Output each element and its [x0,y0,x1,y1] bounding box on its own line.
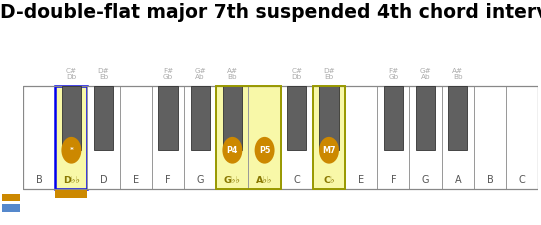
Text: C#
Db: C# Db [66,68,77,80]
Bar [2,204,20,212]
Bar [216,86,248,189]
Text: E: E [133,175,139,185]
Bar [313,86,345,189]
Ellipse shape [61,137,81,164]
Bar [55,190,88,198]
Text: F#
Gb: F# Gb [163,68,173,80]
Text: P4: P4 [227,146,238,155]
Bar [159,86,177,150]
Bar [88,86,120,189]
Text: C#
Db: C# Db [291,68,302,80]
Bar [345,86,377,189]
Text: C♭: C♭ [323,176,335,185]
Text: G: G [422,175,430,185]
Bar [281,86,313,189]
Text: P5: P5 [259,146,270,155]
Text: *: * [69,147,74,153]
Bar [120,86,152,189]
Text: A: A [454,175,461,185]
Text: G#
Ab: G# Ab [420,68,432,80]
Bar [441,86,474,189]
Bar [223,86,242,150]
Ellipse shape [222,137,242,164]
Text: B: B [36,175,43,185]
Text: F: F [165,175,171,185]
Bar [2,194,20,201]
Text: D#
Eb: D# Eb [98,68,109,80]
Bar [313,86,345,189]
Ellipse shape [319,137,339,164]
Bar [62,86,81,150]
Bar [474,86,506,189]
Text: C: C [519,175,525,185]
Text: M7: M7 [322,146,336,155]
Text: D-double-flat major 7th suspended 4th chord intervals: D-double-flat major 7th suspended 4th ch… [0,3,541,22]
Bar [384,86,403,150]
Text: E: E [358,175,364,185]
Bar [216,86,281,189]
Bar [248,86,281,189]
Bar [416,86,436,150]
Text: F: F [391,175,396,185]
Text: A#
Bb: A# Bb [227,68,238,80]
Bar [23,86,55,189]
Bar [319,86,339,150]
Bar [287,86,306,150]
Text: D#
Eb: D# Eb [323,68,335,80]
Text: A♭♭: A♭♭ [256,176,273,185]
Ellipse shape [255,137,275,164]
Bar [377,86,410,189]
Bar [152,86,184,189]
Bar [410,86,441,189]
Text: A#
Bb: A# Bb [452,68,463,80]
Text: C: C [293,175,300,185]
Text: D♭♭: D♭♭ [63,176,80,185]
Bar [94,86,113,150]
Bar [448,86,467,150]
Text: G: G [196,175,204,185]
Bar [55,86,88,189]
Bar [506,86,538,189]
Text: basicmusictheory.com: basicmusictheory.com [9,73,14,134]
Text: B: B [486,175,493,185]
Text: G♭♭: G♭♭ [224,176,241,185]
Bar [184,86,216,189]
Bar [23,86,538,189]
Text: D: D [100,175,108,185]
Text: F#
Gb: F# Gb [388,68,399,80]
Bar [190,86,210,150]
Text: G#
Ab: G# Ab [194,68,206,80]
